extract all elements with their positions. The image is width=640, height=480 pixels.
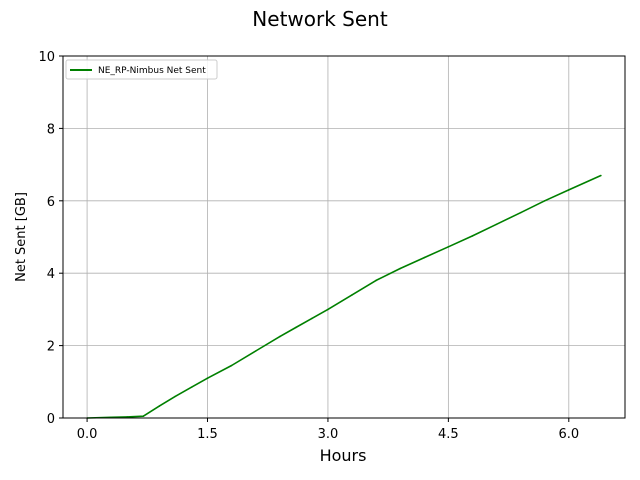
data-point	[327, 308, 329, 311]
data-point	[351, 294, 353, 296]
data-point	[158, 405, 161, 407]
x-tick-label: 1.5	[197, 427, 218, 442]
data-point	[447, 246, 450, 248]
data-point	[423, 256, 426, 259]
data-point	[399, 267, 402, 270]
y-axis-label: Net Sent [GB]	[14, 192, 29, 282]
series-lines	[86, 174, 602, 419]
x-tick-label: 3.0	[318, 427, 339, 442]
data-point	[190, 386, 193, 389]
x-tick-label: 4.5	[438, 427, 459, 442]
data-point	[230, 364, 233, 367]
data-point	[471, 235, 474, 237]
y-tick-label: 2	[47, 340, 55, 355]
x-axis-label: Hours	[320, 446, 367, 465]
x-tick-label: 6.0	[558, 427, 579, 442]
axis-ticks: 0.0 1.5 3.0 4.5 6.0 0 2 4 6 8 10	[38, 50, 579, 442]
y-tick-label: 4	[47, 267, 55, 282]
data-point	[495, 223, 498, 226]
data-point	[174, 395, 177, 398]
x-tick-label: 0.0	[77, 427, 98, 442]
y-tick-label: 0	[47, 412, 55, 427]
legend-label: NE_RP-Nimbus Net Sent	[98, 66, 206, 76]
data-point	[279, 335, 281, 338]
data-point	[206, 377, 209, 380]
grid-lines	[63, 55, 625, 419]
y-tick-label: 6	[47, 195, 55, 210]
data-point	[295, 326, 297, 329]
data-point	[126, 416, 128, 418]
data-point	[519, 211, 522, 214]
y-tick-label: 10	[38, 50, 55, 65]
data-point	[600, 174, 602, 177]
legend-box	[65, 59, 218, 80]
series-line	[87, 174, 602, 419]
data-point	[543, 200, 546, 202]
data-point	[568, 189, 570, 191]
data-point	[375, 279, 377, 282]
y-tick-label: 8	[47, 122, 55, 137]
data-point	[142, 415, 145, 418]
plot-frame	[62, 55, 626, 419]
data-point	[311, 317, 313, 320]
legend: NE_RP-Nimbus Net Sent	[65, 59, 218, 80]
data-point	[254, 350, 257, 352]
chart-title: Network Sent	[252, 7, 388, 31]
